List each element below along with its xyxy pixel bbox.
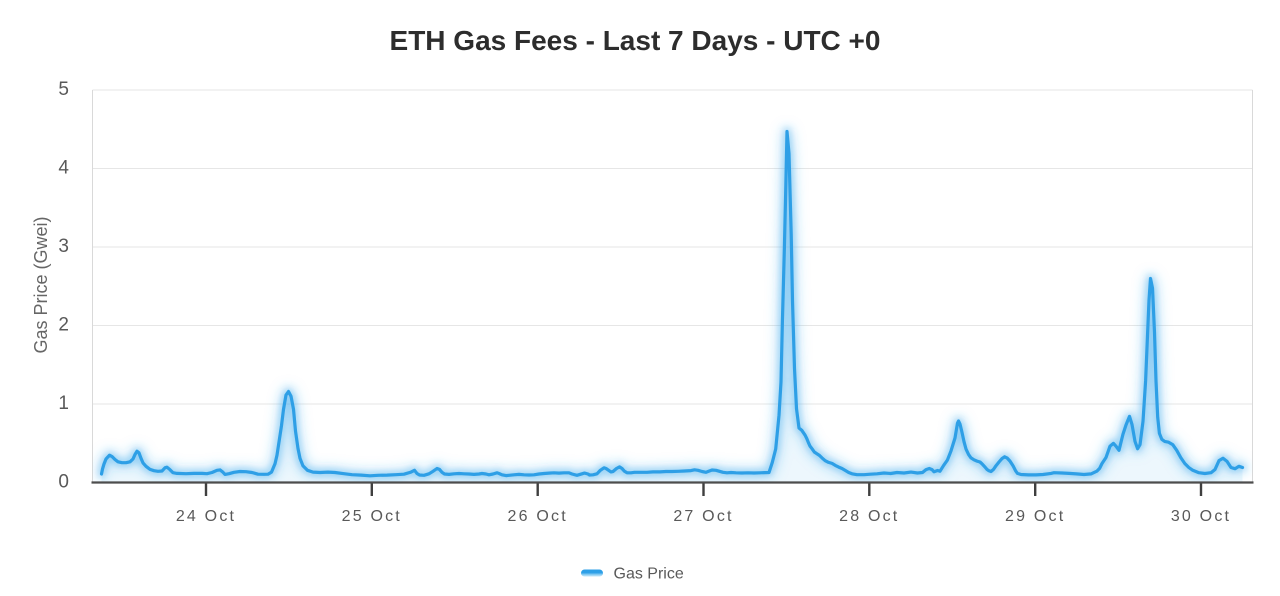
svg-text:27 Oct: 27 Oct (673, 508, 733, 525)
svg-text:29 Oct: 29 Oct (1005, 508, 1065, 525)
svg-text:Gas Price (Gwei): Gas Price (Gwei) (31, 216, 51, 353)
svg-text:ETH Gas Fees - Last 7 Days - U: ETH Gas Fees - Last 7 Days - UTC +0 (390, 25, 881, 56)
svg-text:28 Oct: 28 Oct (839, 508, 899, 525)
svg-text:2: 2 (58, 315, 69, 336)
svg-text:Gas Price: Gas Price (614, 566, 684, 583)
svg-text:3: 3 (58, 236, 69, 257)
svg-text:30 Oct: 30 Oct (1171, 508, 1231, 525)
svg-text:26 Oct: 26 Oct (508, 508, 568, 525)
svg-text:1: 1 (58, 393, 69, 414)
svg-text:0: 0 (58, 472, 69, 493)
svg-text:4: 4 (58, 158, 69, 179)
svg-text:25 Oct: 25 Oct (342, 508, 402, 525)
svg-text:24 Oct: 24 Oct (176, 508, 236, 525)
svg-text:5: 5 (58, 79, 69, 100)
